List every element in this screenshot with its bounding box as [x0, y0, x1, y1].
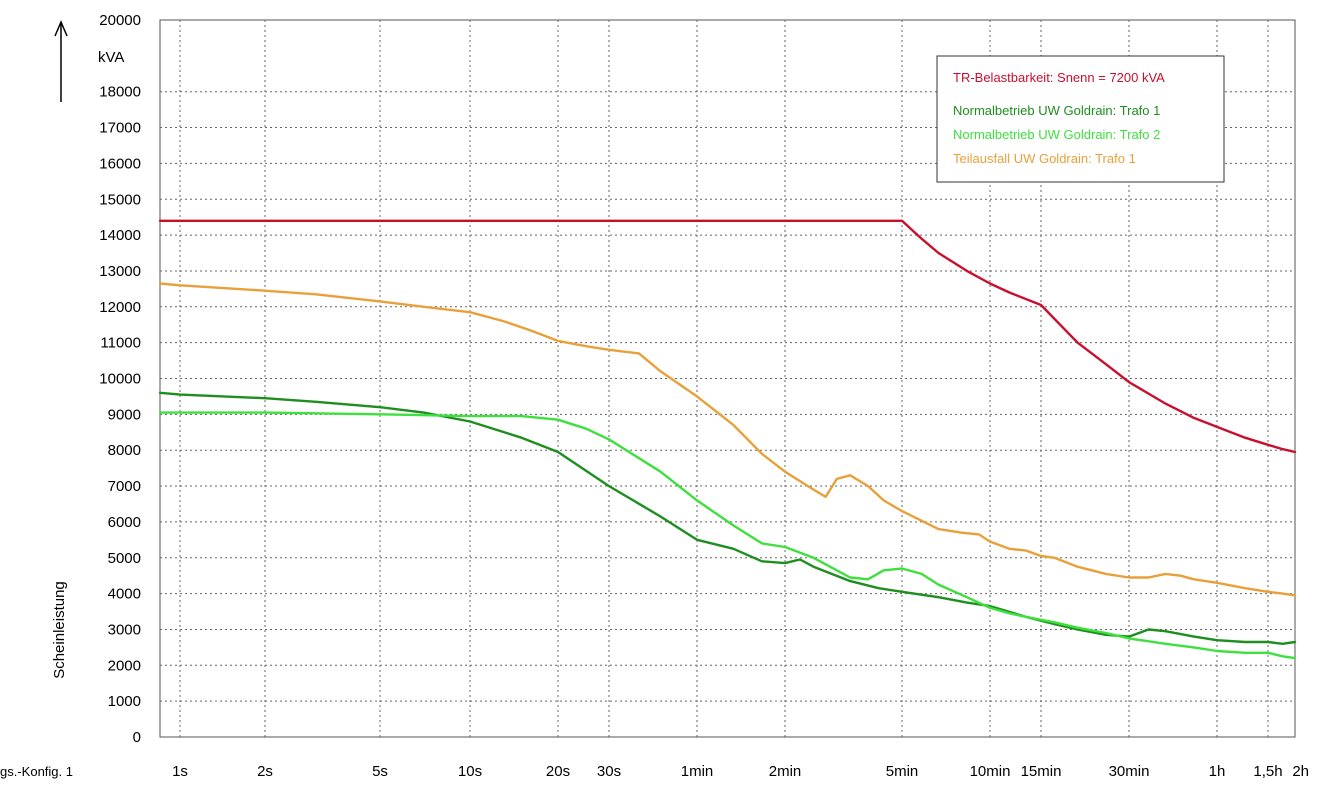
legend: TR-Belastbarkeit: Snenn = 7200 kVA Norma…	[937, 56, 1224, 182]
y-tick-label: 2000	[108, 657, 141, 674]
y-tick-label: 6000	[108, 514, 141, 531]
y-tick-label: 0	[133, 729, 141, 746]
y-tick-labels: 0 1000 2000 3000 4000 5000 6000 7000 8000 9000 100…	[99, 12, 141, 746]
legend-entry-tr-belastbarkeit: TR-Belastbarkeit: Snenn = 7200 kVA	[953, 70, 1165, 85]
y-axis-arrow-icon	[55, 22, 67, 102]
legend-entry-teilausfall: Teilausfall UW Goldrain: Trafo 1	[953, 151, 1136, 166]
y-tick-label: 16000	[99, 155, 141, 172]
x-tick-labels: 1s 2s 5s 10s 20s 30s 1min 2min 5min 10min 15min 30m…	[172, 763, 1309, 780]
x-tick-label: 5min	[886, 763, 919, 780]
x-tick-label: 1min	[681, 763, 714, 780]
y-tick-label: 8000	[108, 442, 141, 459]
x-tick-label: 10min	[970, 763, 1011, 780]
y-tick-label: 18000	[99, 84, 141, 101]
y-tick-label: 15000	[99, 191, 141, 208]
x-tick-label: 15min	[1021, 763, 1062, 780]
legend-entry-trafo-1: Normalbetrieb UW Goldrain: Trafo 1	[953, 103, 1160, 118]
x-tick-label: 2min	[769, 763, 802, 780]
x-tick-label: 1,5h	[1253, 763, 1282, 780]
x-tick-label: 2s	[257, 763, 273, 780]
legend-entry-trafo-2: Normalbetrieb UW Goldrain: Trafo 2	[953, 127, 1160, 142]
x-tick-label: 1s	[172, 763, 188, 780]
y-axis-label: Scheinleistung	[51, 581, 68, 679]
footnote: gs.-Konfig. 1	[0, 764, 73, 779]
y-tick-label: 1000	[108, 693, 141, 710]
y-axis-unit: kVA	[98, 49, 124, 66]
y-tick-label: 5000	[108, 550, 141, 567]
y-tick-label: 9000	[108, 406, 141, 423]
x-tick-label: 30min	[1109, 763, 1150, 780]
y-tick-label: 4000	[108, 586, 141, 603]
y-tick-label: 10000	[99, 371, 141, 388]
y-tick-label: 17000	[99, 120, 141, 137]
x-tick-label: 30s	[597, 763, 621, 780]
x-tick-label: 2h	[1292, 763, 1309, 780]
x-tick-label: 10s	[458, 763, 482, 780]
y-tick-label: 11000	[100, 335, 141, 352]
y-tick-label: 14000	[99, 227, 141, 244]
y-tick-label: 7000	[108, 478, 141, 495]
x-tick-label: 20s	[546, 763, 570, 780]
y-tick-label: 12000	[99, 299, 141, 316]
y-tick-label: 20000	[99, 12, 141, 29]
y-tick-label: 3000	[108, 621, 141, 638]
x-tick-label: 1h	[1209, 763, 1226, 780]
x-tick-label: 5s	[372, 763, 388, 780]
y-tick-label: 13000	[99, 263, 141, 280]
